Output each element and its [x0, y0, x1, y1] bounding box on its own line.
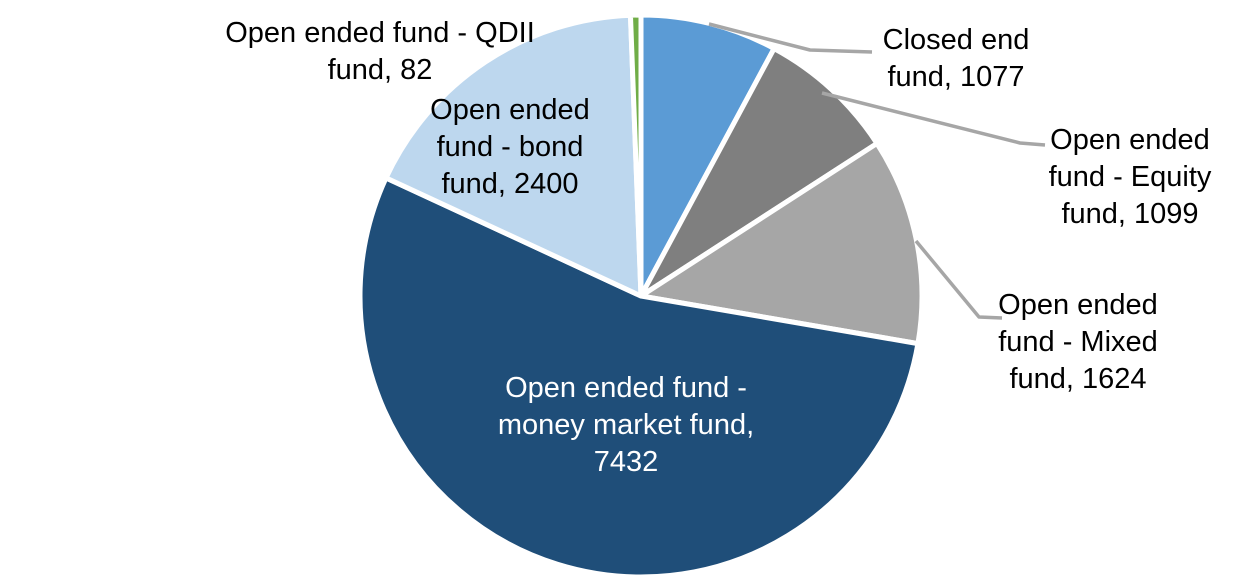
- pie-slice-open-ended-fund-equity-fund[interactable]: [638, 46, 880, 299]
- leader-lines: [708, 22, 1046, 320]
- leader-line-mixed-fund: [914, 239, 1003, 320]
- leader-line-closed-end-fund: [708, 22, 873, 54]
- pie-slice-open-ended-fund-mixed-fund[interactable]: [638, 140, 925, 347]
- data-label-mixed-fund: Open ended fund - Mixed fund, 1624: [998, 289, 1158, 395]
- data-label-closed-end-fund: Closed end fund, 1077: [882, 24, 1030, 93]
- pie-slice-open-ended-fund-qdii-fund[interactable]: [627, 12, 644, 299]
- leader-line-equity-fund: [821, 91, 1046, 147]
- data-label-equity-fund: Open ended fund - Equity fund, 1099: [1048, 124, 1212, 230]
- data-label-qdii-fund: Open ended fund - QDII fund, 82: [225, 17, 535, 86]
- pie-slice-open-ended-fund-bond-fund[interactable]: [383, 12, 644, 299]
- data-label-bond-fund: Open ended fund - bond fund, 2400: [430, 94, 590, 200]
- data-label-money-market-fund: Open ended fund - money market fund, 743…: [497, 372, 755, 478]
- pie-slices: [357, 12, 925, 580]
- pie-slice-open-ended-fund-money-market-fund[interactable]: [357, 175, 921, 580]
